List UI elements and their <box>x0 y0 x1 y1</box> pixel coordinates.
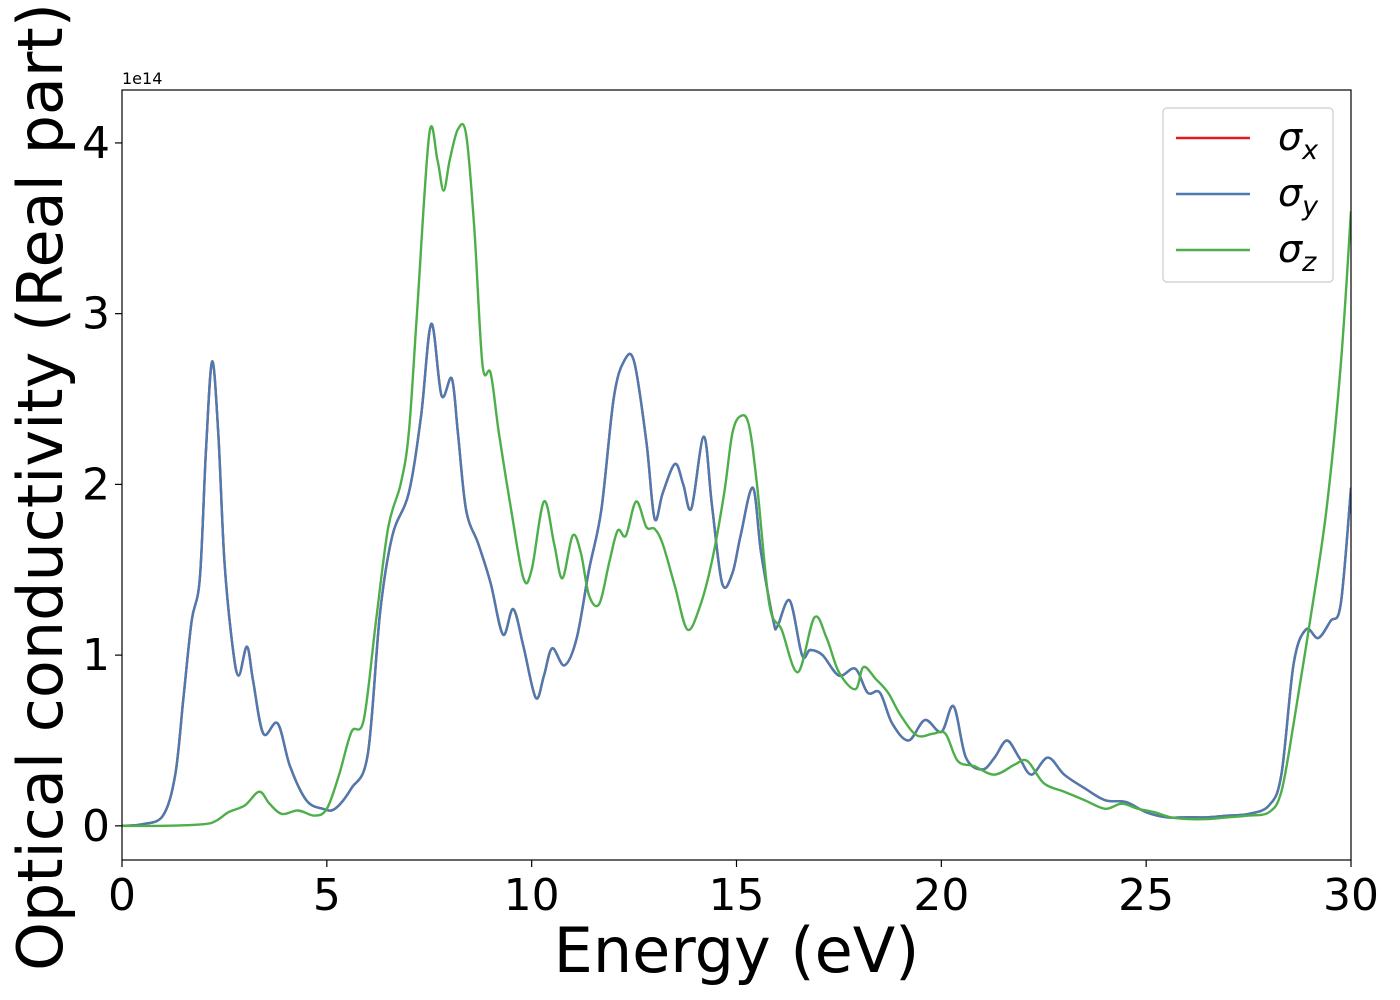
y-tick-label: 3 <box>82 289 110 340</box>
legend-label-x: σx <box>1278 115 1319 166</box>
y-axis: 0 1 2 3 4 <box>82 118 122 852</box>
x-tick-label: 20 <box>913 870 969 921</box>
y-axis-title: Optical conductivity (Real part) <box>4 3 77 971</box>
series-line-x <box>122 322 1351 828</box>
x-tick-label: 0 <box>108 870 136 921</box>
x-axis: 0 5 10 15 20 25 30 <box>108 860 1379 921</box>
legend-label-y: σy <box>1278 171 1319 222</box>
y-offset-label: 1e14 <box>122 69 162 88</box>
x-tick-label: 30 <box>1323 870 1379 921</box>
legend-label-z: σz <box>1278 227 1317 278</box>
x-tick-label: 25 <box>1118 870 1174 921</box>
y-tick-label: 0 <box>82 801 110 852</box>
x-tick-label: 5 <box>313 870 341 921</box>
y-tick-label: 1 <box>82 630 110 681</box>
y-tick-label: 4 <box>82 118 110 169</box>
series-line-z <box>122 122 1351 828</box>
y-tick-label: 2 <box>82 459 110 510</box>
x-tick-label: 10 <box>504 870 560 921</box>
series-line-y <box>122 322 1351 828</box>
plot-area <box>122 122 1351 828</box>
x-axis-title: Energy (eV) <box>554 914 920 987</box>
x-tick-label: 15 <box>709 870 765 921</box>
